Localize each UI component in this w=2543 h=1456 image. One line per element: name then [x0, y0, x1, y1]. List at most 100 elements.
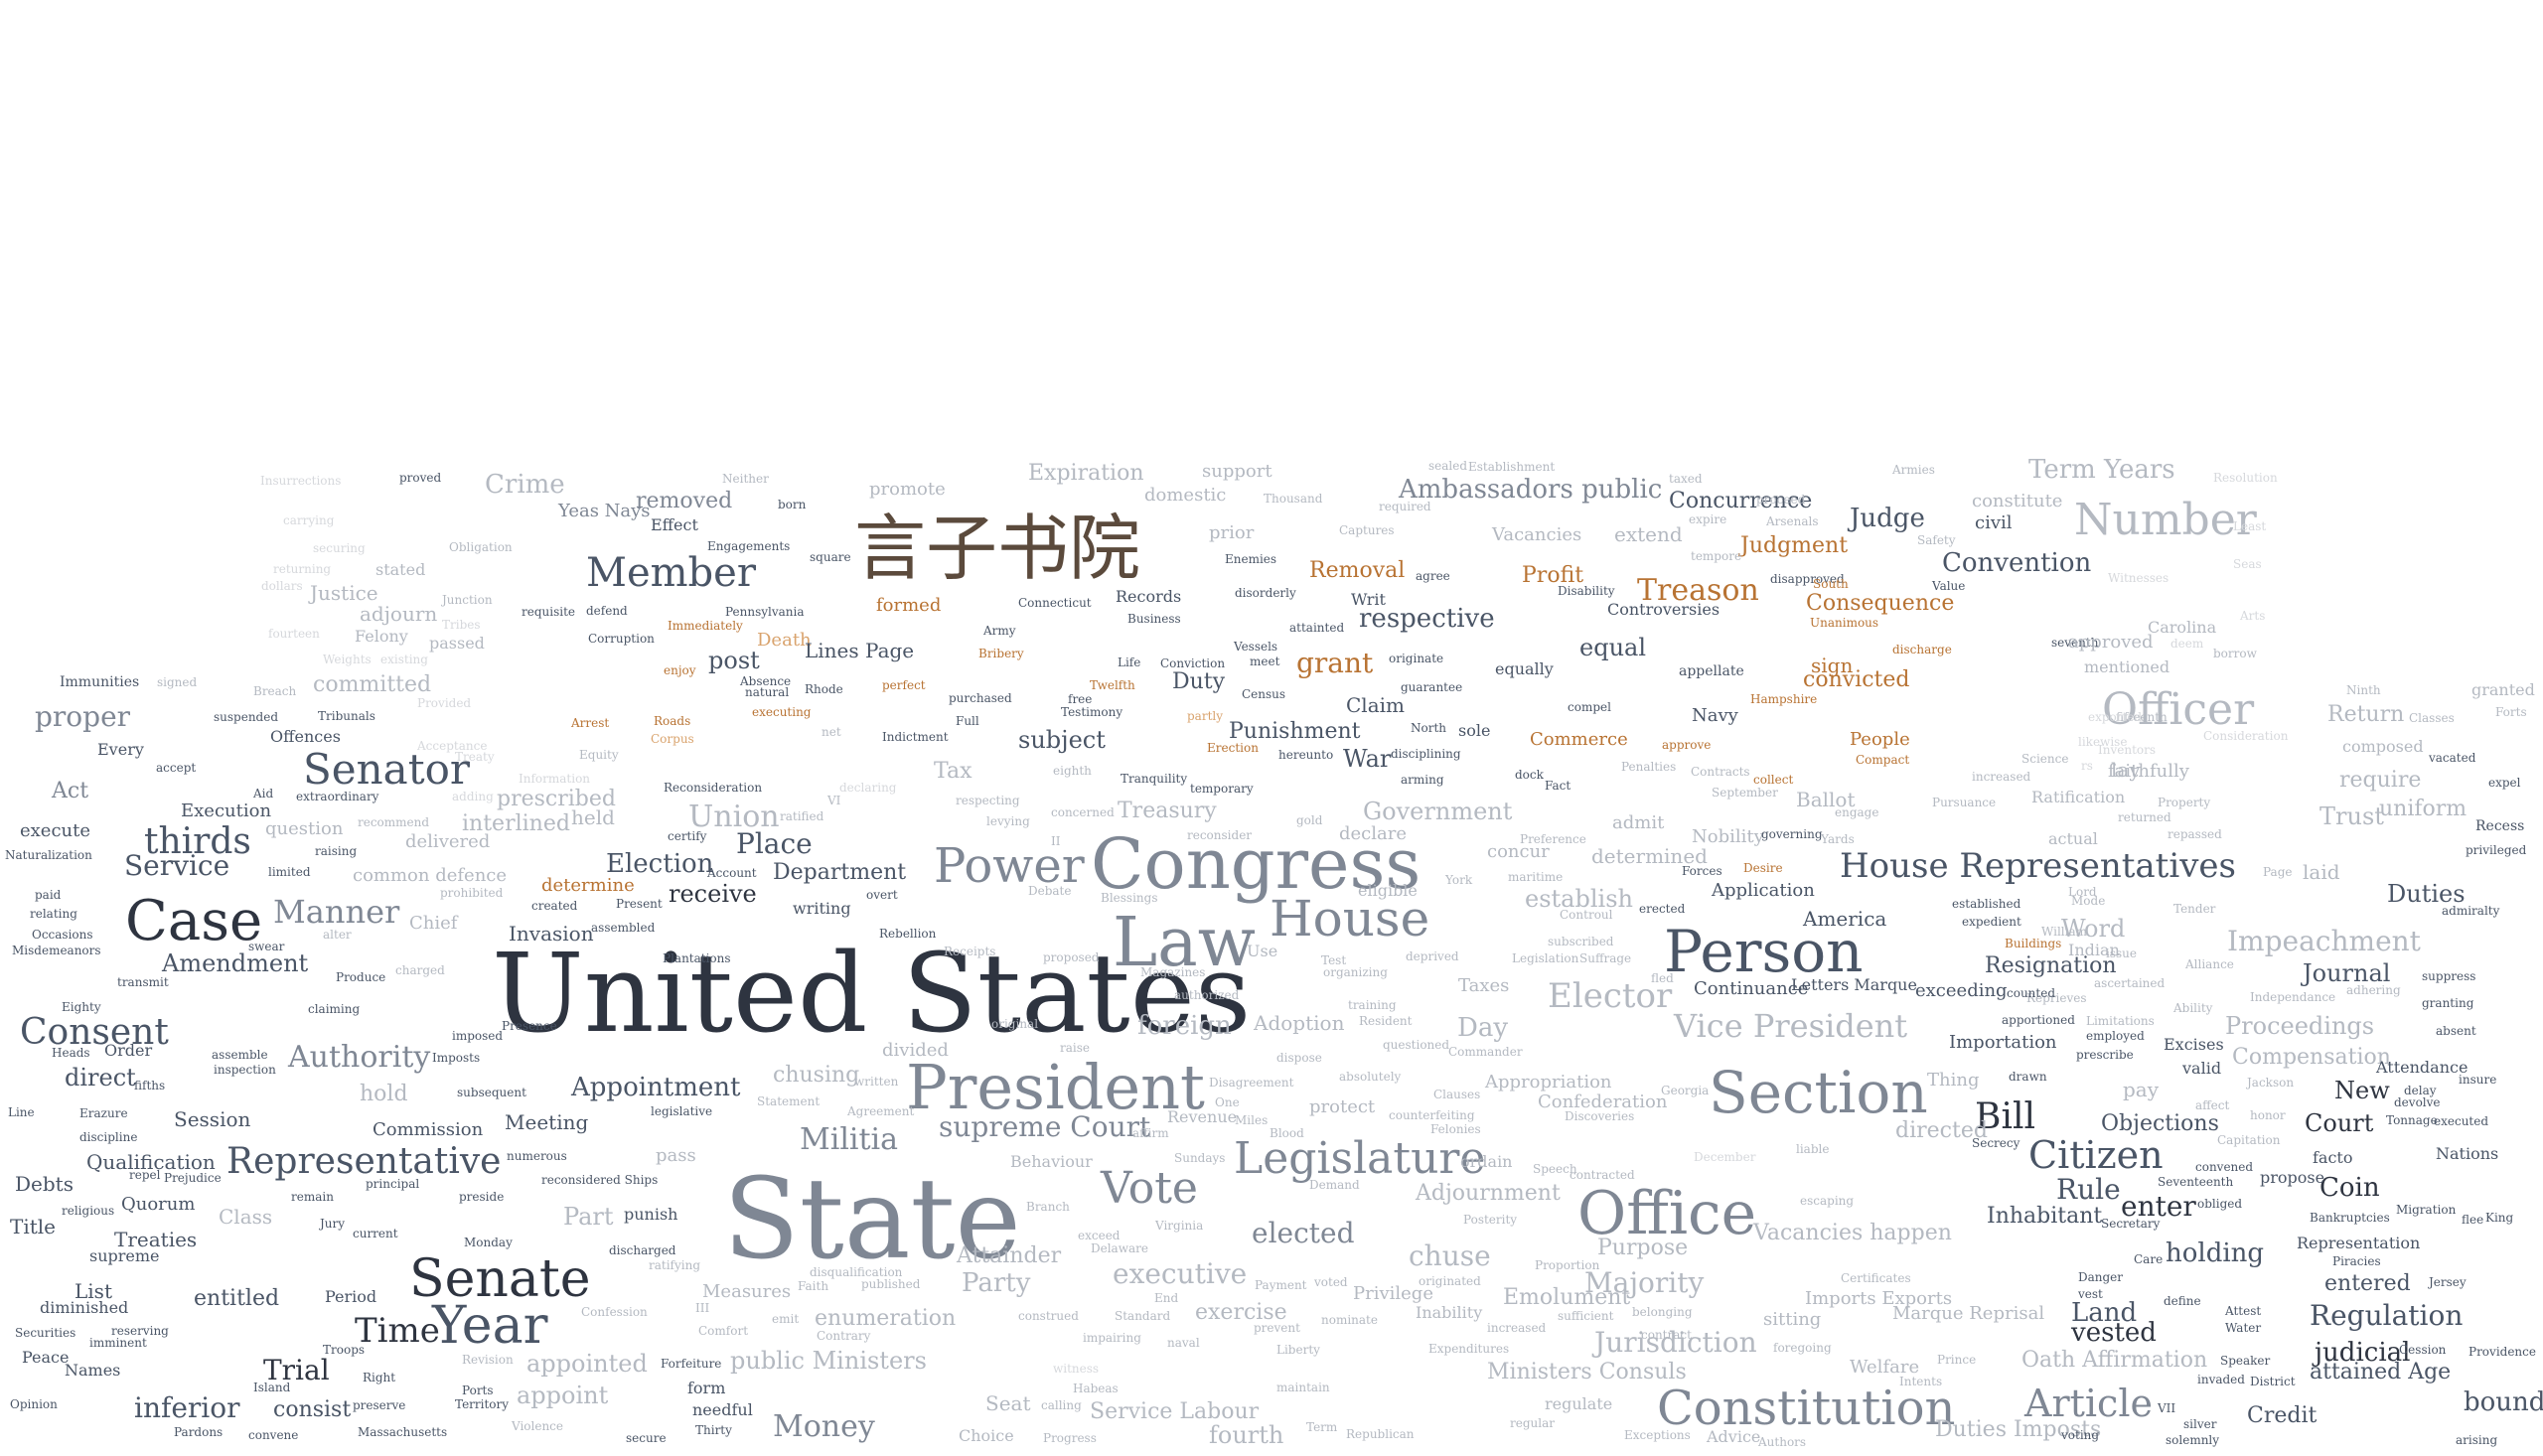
cloud-word: Presence — [502, 1019, 557, 1033]
cloud-word: Emolument — [1503, 1285, 1631, 1310]
cloud-word: relating — [30, 907, 77, 921]
cloud-word: form — [687, 1379, 726, 1397]
cloud-word: appellate — [1679, 663, 1744, 679]
cloud-word: Progress — [1043, 1431, 1097, 1445]
cloud-word: Posterity — [1463, 1213, 1518, 1227]
cloud-word: Part — [563, 1203, 614, 1231]
cloud-word: vest — [2078, 1287, 2103, 1301]
cloud-word: Controversies — [1607, 600, 1720, 619]
cloud-word: Number — [2074, 495, 2257, 545]
cloud-word: Appropriation — [1485, 1072, 1612, 1092]
cloud-word: II — [1051, 834, 1061, 848]
cloud-word: exceeding — [1915, 980, 2008, 1001]
cloud-word: prohibited — [440, 886, 504, 900]
cloud-word: contracted — [1570, 1168, 1635, 1182]
cloud-word: suspended — [214, 710, 279, 724]
cloud-word: returning — [273, 562, 332, 576]
cloud-word: convicted — [1803, 667, 1910, 692]
cloud-word: fled — [1651, 971, 1674, 985]
cloud-word: grant — [1296, 647, 1374, 679]
cloud-word: Unanimous — [1810, 616, 1879, 630]
cloud-word: civil — [1975, 512, 2013, 533]
cloud-word: counted — [2007, 986, 2056, 1000]
cloud-word: interlined — [462, 811, 570, 836]
cloud-word: claiming — [308, 1002, 361, 1016]
cloud-word: Attendance — [2376, 1058, 2468, 1077]
cloud-word: required — [1379, 500, 1431, 513]
cloud-word: signed — [157, 675, 198, 689]
cloud-word: square — [810, 550, 851, 564]
cloud-word: Republican — [1346, 1427, 1415, 1441]
cloud-word: Demand — [1309, 1178, 1360, 1192]
cloud-word: Liberty — [1276, 1343, 1320, 1357]
cloud-word: Congress — [1091, 823, 1421, 905]
cloud-word: Intents — [1899, 1375, 1943, 1388]
cloud-word: levying — [986, 814, 1030, 828]
cloud-word: Opinion — [10, 1397, 58, 1411]
cloud-word: Standard — [1115, 1309, 1171, 1323]
cloud-word: silver — [2183, 1417, 2217, 1431]
cloud-word: free — [1068, 692, 1093, 706]
cloud-word: Commission — [373, 1119, 484, 1140]
cloud-word: laid — [2303, 860, 2340, 884]
cloud-word: respective — [1359, 604, 1495, 634]
cloud-word: Adoption — [1254, 1011, 1345, 1035]
cloud-word: proposed — [1043, 950, 1100, 964]
cloud-word: Carolina — [2148, 618, 2217, 637]
cloud-word: prior — [1209, 522, 1255, 543]
cloud-word: valid — [2182, 1059, 2222, 1078]
cloud-word: increased — [1972, 770, 2031, 784]
cloud-word: post — [708, 647, 760, 674]
cloud-word: Erection — [1207, 741, 1259, 755]
cloud-word: erected — [1639, 902, 1686, 916]
cloud-word: Classes — [2409, 711, 2455, 725]
cloud-word: Bill — [1975, 1096, 2035, 1137]
cloud-word: Session — [174, 1107, 251, 1131]
cloud-word: formed — [876, 595, 942, 616]
cloud-word: Felony — [355, 627, 408, 646]
cloud-word: Securities — [15, 1326, 76, 1340]
cloud-word: Inventors — [2098, 743, 2157, 757]
cloud-word: expedient — [1962, 915, 2021, 929]
cloud-word: adhering — [2346, 983, 2401, 997]
cloud-word: eligible — [1358, 881, 1418, 900]
cloud-word: Testimony — [1061, 705, 1123, 719]
cloud-word: Legislature — [1234, 1133, 1486, 1184]
cloud-word: Suffrage — [1579, 951, 1632, 965]
cloud-word: Absence — [740, 674, 792, 688]
cloud-word: Profit — [1522, 563, 1584, 588]
cloud-word: Letters Marque — [1791, 975, 1917, 994]
cloud-word: committed — [313, 672, 432, 697]
cloud-word: Safety — [1917, 533, 1956, 547]
cloud-word: sole — [1458, 721, 1491, 740]
cloud-word: Union — [688, 800, 780, 834]
cloud-word: Duty — [1172, 669, 1226, 694]
cloud-word: lay — [2111, 758, 2141, 782]
cloud-word: Treaty — [455, 750, 495, 764]
cloud-word: Year — [432, 1296, 548, 1356]
cloud-word: approved — [2068, 632, 2154, 653]
cloud-word: Money — [773, 1409, 875, 1444]
cloud-word: Trial — [263, 1354, 330, 1386]
cloud-word: convene — [248, 1428, 299, 1442]
cloud-word: chuse — [1409, 1239, 1491, 1272]
cloud-word: ratifying — [649, 1258, 701, 1272]
cloud-word: admit — [1612, 812, 1665, 833]
cloud-word: Person — [1664, 918, 1864, 985]
cloud-word: State — [723, 1155, 1021, 1284]
cloud-word: Compensation — [2232, 1045, 2391, 1070]
cloud-word: Imports Exports — [1805, 1288, 1953, 1309]
cloud-word: Capitation — [2217, 1133, 2281, 1147]
cloud-word: William — [2041, 925, 2088, 939]
cloud-word: Magazines — [1140, 965, 1206, 979]
cloud-word: Eighty — [62, 1000, 101, 1014]
cloud-word: Party — [962, 1268, 1031, 1298]
cloud-word: Neither — [722, 472, 769, 486]
cloud-word: Tribes — [442, 618, 481, 632]
cloud-word: seventh — [2051, 636, 2099, 650]
cloud-word: fourteen — [268, 627, 320, 641]
cloud-word: Lord — [2068, 885, 2097, 899]
cloud-word: deem — [2170, 637, 2204, 651]
cloud-word: held — [571, 805, 615, 829]
